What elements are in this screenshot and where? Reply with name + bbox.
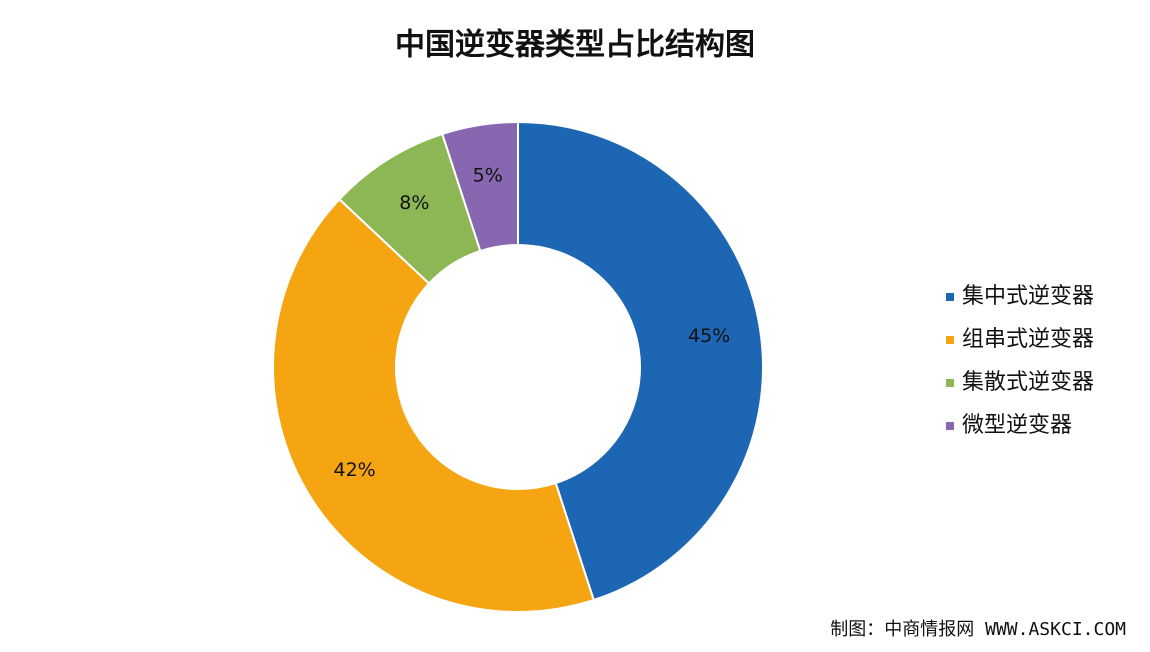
donut-slice: [517, 120, 764, 602]
data-label: 45%: [688, 325, 730, 347]
source-note: 制图：中商情报网 WWW.ASKCI.COM: [830, 619, 1126, 640]
legend-label: 微型逆变器: [962, 413, 1072, 438]
legend-label: 组串式逆变器: [962, 327, 1094, 352]
data-label: 5%: [473, 164, 503, 186]
data-label: 42%: [334, 459, 376, 481]
legend-label: 集散式逆变器: [962, 370, 1094, 395]
legend-swatch: [946, 293, 954, 301]
legend-swatch: [946, 336, 954, 344]
legend-label: 集中式逆变器: [962, 284, 1094, 309]
legend-swatch: [946, 422, 954, 430]
donut-slice: [272, 197, 595, 613]
data-label: 8%: [399, 192, 429, 214]
donut-slice: [441, 120, 519, 253]
chart-title: 中国逆变器类型占比结构图: [395, 28, 755, 63]
legend-swatch: [946, 379, 954, 387]
